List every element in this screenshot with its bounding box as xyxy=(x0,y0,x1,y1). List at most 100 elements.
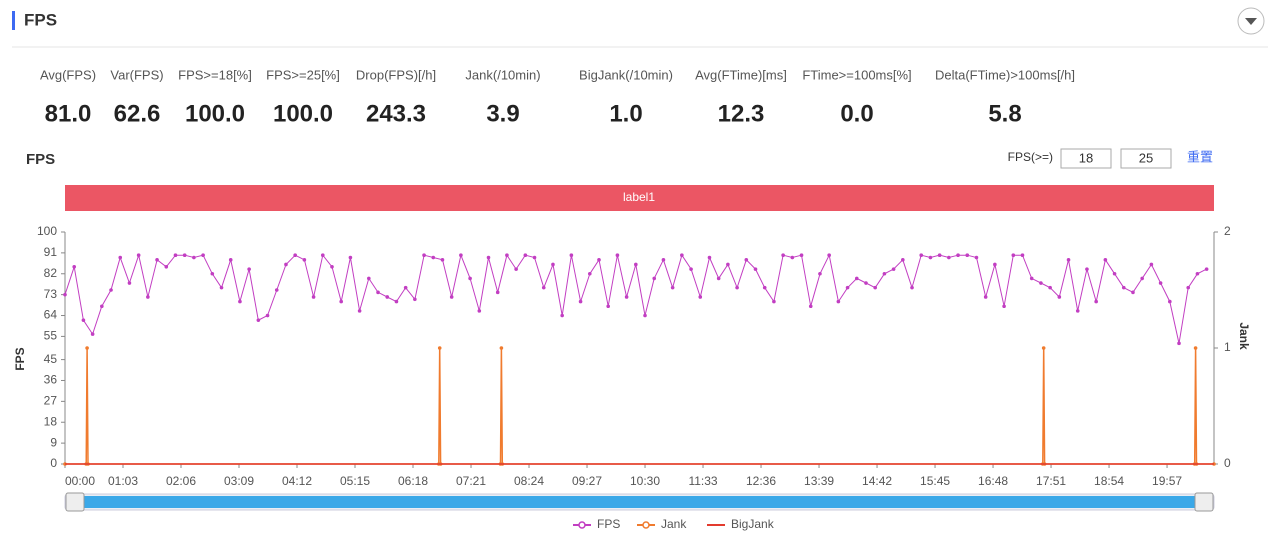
y-tick-label: 36 xyxy=(44,373,58,387)
threshold-input[interactable] xyxy=(1060,148,1112,169)
collapse-button[interactable] xyxy=(1237,7,1265,35)
y-tick-label: 9 xyxy=(50,435,57,449)
title-accent xyxy=(12,11,15,30)
x-tick-label: 02:06 xyxy=(166,474,196,488)
legend-label: Jank xyxy=(661,517,687,531)
data-point xyxy=(284,262,288,267)
data-point xyxy=(597,258,601,262)
y-tick-label: 73 xyxy=(44,287,58,301)
stat-label: FPS>=18[%] xyxy=(178,67,252,82)
data-point xyxy=(615,253,620,257)
x-tick-label: 14:42 xyxy=(862,474,892,488)
band-label: label1 xyxy=(623,190,655,204)
data-point xyxy=(477,309,482,313)
data-point xyxy=(1103,258,1108,262)
data-point xyxy=(265,313,270,318)
stat-value: 243.3 xyxy=(366,100,426,127)
data-point xyxy=(753,267,758,271)
x-tick-label: 09:27 xyxy=(572,474,602,488)
data-point xyxy=(376,290,380,295)
y-tick-label: 18 xyxy=(44,414,58,428)
data-point xyxy=(228,258,233,262)
threshold-label: FPS(>=) xyxy=(1008,150,1053,164)
data-point xyxy=(983,295,988,299)
x-tick-label: 16:48 xyxy=(978,474,1008,488)
data-point xyxy=(882,271,887,276)
stat-value: 1.0 xyxy=(609,100,642,127)
data-point xyxy=(680,253,684,257)
stat-label: BigJank(/10min) xyxy=(579,67,673,82)
data-point xyxy=(164,265,169,269)
y-tick-label: 64 xyxy=(44,308,58,322)
data-point xyxy=(956,253,960,257)
data-point xyxy=(744,258,749,262)
data-point xyxy=(293,253,297,257)
data-point xyxy=(569,253,574,257)
data-point xyxy=(928,255,933,260)
data-point xyxy=(901,258,905,262)
stat-label: Jank(/10min) xyxy=(465,67,540,82)
data-point xyxy=(716,276,721,281)
x-tick-label: 11:33 xyxy=(688,474,717,488)
data-point xyxy=(468,276,472,281)
data-point xyxy=(505,253,509,257)
data-point xyxy=(459,253,463,257)
data-point xyxy=(155,258,159,262)
data-point xyxy=(670,285,675,290)
y-tick-label: 100 xyxy=(37,224,57,238)
data-point xyxy=(1075,309,1080,313)
threshold-input[interactable] xyxy=(1120,148,1172,169)
series-line xyxy=(65,347,1214,465)
data-point xyxy=(192,255,196,260)
data-point xyxy=(72,265,77,269)
zoom-slider[interactable] xyxy=(64,492,1215,512)
data-point xyxy=(1112,271,1117,276)
data-point xyxy=(827,253,831,257)
threshold-value: 18 xyxy=(1079,150,1093,165)
data-point xyxy=(1020,253,1025,257)
data-point xyxy=(1085,267,1089,271)
data-point xyxy=(422,253,426,257)
data-point xyxy=(551,262,555,267)
data-point xyxy=(238,299,242,304)
data-point xyxy=(698,295,703,299)
data-point xyxy=(1177,341,1181,346)
stat-label: Delta(FTime)>100ms[/h] xyxy=(935,67,1075,82)
data-point xyxy=(634,262,638,267)
data-point xyxy=(1011,253,1016,257)
data-point xyxy=(514,267,518,271)
y-axis-label: FPS xyxy=(13,347,27,370)
data-point xyxy=(256,318,261,322)
data-point xyxy=(974,255,979,260)
x-tick-label: 00:00 xyxy=(65,474,95,488)
x-tick-label: 04:12 xyxy=(282,474,312,488)
data-point xyxy=(330,265,334,269)
data-point xyxy=(1140,276,1144,281)
data-point xyxy=(1186,285,1191,290)
data-point xyxy=(919,253,924,257)
legend-label: FPS xyxy=(597,517,620,531)
reset-link[interactable]: 重置 xyxy=(1187,149,1213,164)
y-tick-label: 91 xyxy=(44,245,58,259)
y2-tick-label: 0 xyxy=(1224,456,1231,470)
data-point xyxy=(118,255,123,260)
data-point xyxy=(173,253,178,257)
data-point xyxy=(1193,346,1198,350)
data-point xyxy=(735,285,739,290)
stat-value: 5.8 xyxy=(988,100,1021,127)
data-point xyxy=(394,299,399,304)
stat-label: Avg(FPS) xyxy=(40,67,96,82)
data-point xyxy=(1057,295,1062,299)
data-point xyxy=(808,304,813,309)
stat-label: FTime>=100ms[%] xyxy=(802,67,911,82)
stat-value: 81.0 xyxy=(45,100,92,127)
data-point xyxy=(1204,267,1209,271)
data-point xyxy=(431,255,436,260)
x-tick-label: 17:51 xyxy=(1036,474,1066,488)
stat-value: 100.0 xyxy=(273,100,333,127)
data-point xyxy=(437,346,442,350)
stat-value: 3.9 xyxy=(486,100,519,127)
data-point xyxy=(689,267,693,271)
data-point xyxy=(845,285,850,290)
legend-label: BigJank xyxy=(731,517,775,531)
